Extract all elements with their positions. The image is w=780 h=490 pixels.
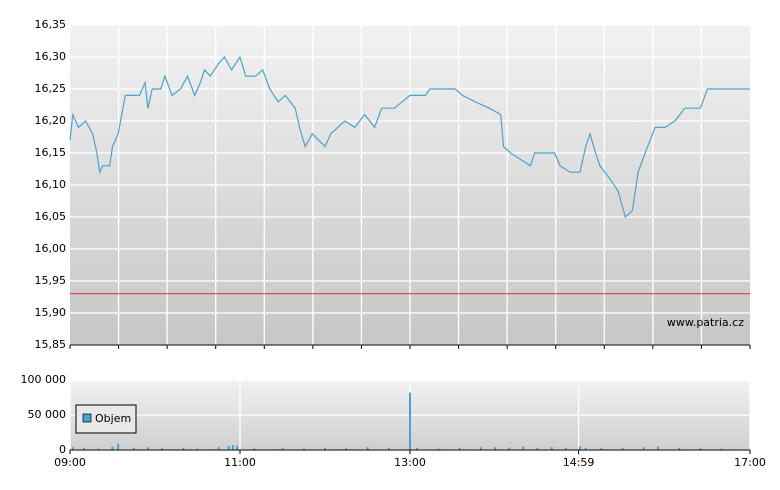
- volume-bar: [409, 392, 411, 450]
- volume-bar: [324, 447, 326, 450]
- y-tick-label: 50 000: [28, 408, 67, 421]
- volume-bar: [253, 448, 256, 450]
- volume-bar: [479, 447, 482, 450]
- volume-bar: [196, 448, 199, 450]
- legend-label: Objem: [95, 412, 131, 425]
- x-tick-label: 09:00: [54, 456, 86, 469]
- y-tick-label: 15,90: [35, 306, 67, 319]
- volume-bar: [494, 447, 496, 450]
- y-tick-label: 16,00: [35, 242, 67, 255]
- volume-bar: [146, 447, 149, 450]
- x-tick-label: 13:00: [394, 456, 426, 469]
- volume-bar: [302, 448, 305, 450]
- volume-bar: [132, 447, 135, 450]
- volume-bar: [536, 447, 539, 450]
- y-tick-label: 16,25: [35, 82, 67, 95]
- volume-bar: [231, 445, 234, 450]
- legend-swatch: [82, 413, 92, 423]
- volume-bar: [522, 446, 525, 450]
- y-tick-label: 15,85: [35, 338, 67, 351]
- volume-bar: [437, 448, 440, 450]
- x-tick-label: 17:00: [734, 456, 766, 469]
- x-tick-label: 11:00: [224, 456, 256, 469]
- price-line: [69, 55, 750, 219]
- volume-bar: [236, 445, 239, 450]
- y-tick-label: 15,95: [35, 274, 67, 287]
- watermark: www.patria.cz: [667, 316, 744, 329]
- volume-bar: [642, 447, 645, 450]
- volume-bar: [227, 445, 230, 450]
- volume-bar: [584, 447, 587, 450]
- volume-bar: [217, 447, 220, 450]
- volume-bar: [699, 448, 702, 450]
- volume-bar: [458, 447, 461, 450]
- volume-bar: [366, 447, 369, 450]
- volume-bar: [720, 448, 723, 450]
- volume-bar: [97, 448, 100, 450]
- y-tick-label: 16,15: [35, 146, 67, 159]
- volume-bar: [345, 448, 348, 450]
- volume-bar: [600, 448, 603, 450]
- volume-bar: [281, 447, 284, 450]
- volume-bar: [117, 443, 120, 450]
- volume-bar: [387, 447, 390, 450]
- volume-bar: [550, 447, 553, 450]
- volume-bar: [182, 447, 185, 450]
- volume-bar: [621, 447, 624, 450]
- y-tick-label: 16,20: [35, 114, 67, 127]
- volume-bar: [564, 447, 567, 450]
- y-tick-label: 16,30: [35, 50, 67, 63]
- y-tick-label: 16,10: [35, 178, 67, 191]
- volume-bar: [83, 447, 86, 450]
- y-tick-label: 100 000: [21, 373, 67, 386]
- volume-bar: [579, 446, 581, 450]
- volume-bar: [71, 447, 74, 450]
- x-tick-label: 14:59: [563, 456, 595, 469]
- y-tick-label: 0: [59, 443, 66, 456]
- y-tick-label: 16,05: [35, 210, 67, 223]
- volume-bar: [678, 447, 681, 450]
- volume-bar: [416, 447, 419, 450]
- volume-bar: [656, 446, 659, 450]
- y-tick-label: 16,35: [35, 18, 67, 31]
- volume-bar: [111, 446, 114, 450]
- volume-bar: [161, 448, 164, 450]
- volume-bar: [508, 447, 511, 450]
